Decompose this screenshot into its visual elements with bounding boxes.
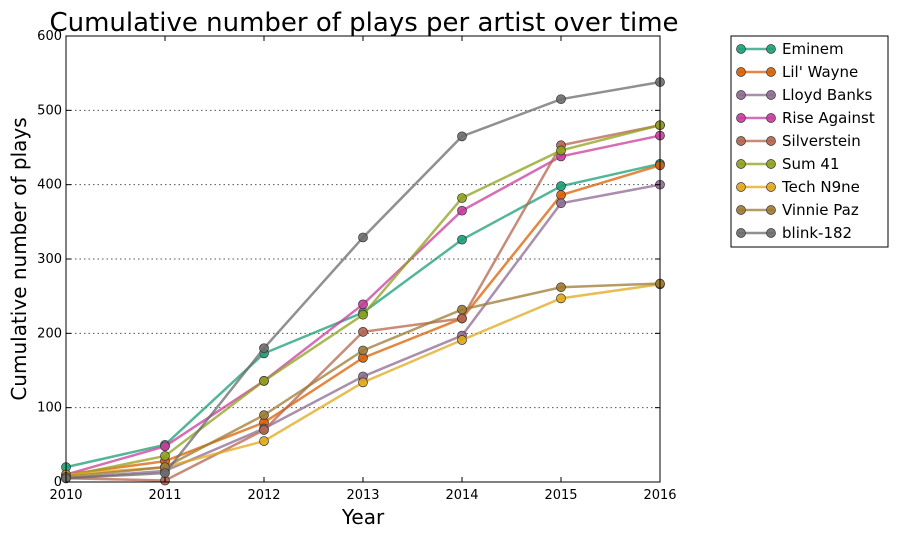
legend-item: Silverstein <box>736 132 861 150</box>
legend-label: Rise Against <box>782 109 875 127</box>
legend-item: Lloyd Banks <box>736 86 873 104</box>
y-tick-label: 300 <box>37 252 62 267</box>
data-point <box>160 441 170 452</box>
legend-label: Sum 41 <box>782 155 840 173</box>
y-tick-label: 600 <box>37 29 62 44</box>
data-point <box>457 131 467 142</box>
data-point <box>259 425 269 435</box>
legend-marker <box>736 228 746 238</box>
data-point <box>259 410 269 420</box>
legend-marker <box>736 44 746 54</box>
data-point <box>556 282 566 293</box>
data-point <box>358 299 368 310</box>
legend-marker <box>736 205 746 215</box>
data-point <box>556 293 566 304</box>
series-blink-182 <box>61 77 665 484</box>
data-point <box>457 193 467 203</box>
data-point <box>358 377 368 388</box>
legend-item: Sum 41 <box>736 155 840 173</box>
series-line <box>65 164 661 476</box>
legend-label: Vinnie Paz <box>782 201 859 219</box>
x-tick-label: 2012 <box>247 488 280 503</box>
x-tick-label: 2015 <box>544 488 577 503</box>
data-point <box>457 205 467 216</box>
y-tick-label: 0 <box>54 475 62 490</box>
data-point <box>457 335 467 345</box>
y-tick-label: 400 <box>37 178 62 193</box>
data-point <box>457 234 467 245</box>
legend-marker <box>736 182 746 192</box>
data-point <box>358 345 368 356</box>
chart-title: Cumulative number of plays per artist ov… <box>49 8 678 38</box>
legend-marker <box>766 228 776 238</box>
x-tick-label: 2011 <box>148 488 181 503</box>
legend-label: Silverstein <box>782 132 861 150</box>
series-group <box>61 77 665 486</box>
data-point <box>160 451 170 461</box>
legend-marker <box>736 90 746 100</box>
legend-marker <box>766 205 776 215</box>
legend-marker <box>736 159 746 169</box>
x-axis-label: Year <box>341 505 385 529</box>
data-point <box>259 376 269 386</box>
series-line <box>65 80 661 480</box>
x-tick-label: 2016 <box>643 488 676 503</box>
data-point <box>457 304 467 315</box>
axis-ticks: 0 100 200 300 400 500 600 2010 2011 2012 2013 2014 2… <box>37 29 676 503</box>
legend: Eminem Lil' Wayne Lloyd Banks Rise Against S… <box>730 35 889 248</box>
legend-item: Vinnie Paz <box>736 201 859 219</box>
legend-marker <box>766 159 776 169</box>
legend-label: Lloyd Banks <box>782 86 873 104</box>
x-tick-label: 2010 <box>49 488 82 503</box>
legend-marker <box>766 113 776 123</box>
series-lil-wayne <box>61 160 665 480</box>
legend-marker <box>766 67 776 77</box>
legend-label: blink-182 <box>782 224 852 242</box>
legend-marker <box>766 44 776 54</box>
legend-marker <box>766 182 776 192</box>
data-point <box>457 313 467 324</box>
legend-marker <box>736 136 746 146</box>
data-point <box>556 190 566 200</box>
legend-marker <box>766 90 776 100</box>
data-point <box>556 198 566 209</box>
legend-item: Tech N9ne <box>736 178 860 196</box>
data-point <box>358 232 368 243</box>
legend-label: Tech N9ne <box>781 178 860 196</box>
legend-item: Rise Against <box>736 109 875 127</box>
data-point <box>160 468 170 478</box>
y-axis-label: Cumulative number of plays <box>7 117 31 400</box>
x-tick-label: 2014 <box>445 488 478 503</box>
data-point <box>358 309 368 320</box>
data-point <box>556 145 566 156</box>
legend-item: Eminem <box>736 40 844 58</box>
y-tick-label: 200 <box>37 326 62 341</box>
legend-label: Lil' Wayne <box>782 63 858 81</box>
legend-item: blink-182 <box>736 224 852 242</box>
x-tick-label: 2013 <box>346 488 379 503</box>
data-point <box>358 326 368 337</box>
data-point <box>556 94 566 105</box>
legend-marker <box>736 67 746 77</box>
legend-marker <box>736 113 746 123</box>
data-point <box>259 343 269 354</box>
legend-label: Eminem <box>782 40 844 58</box>
y-tick-label: 100 <box>37 401 62 416</box>
legend-item: Lil' Wayne <box>736 63 858 81</box>
data-point <box>259 436 269 446</box>
y-tick-label: 500 <box>37 103 62 118</box>
legend-marker <box>766 136 776 146</box>
data-point <box>556 181 566 192</box>
